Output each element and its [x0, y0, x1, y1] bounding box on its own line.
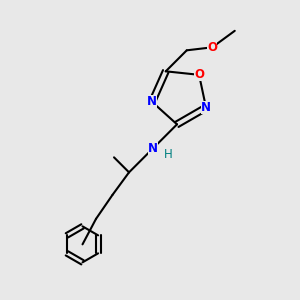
Text: H: H [164, 148, 172, 161]
Text: O: O [207, 41, 217, 54]
Text: O: O [194, 68, 204, 81]
Text: N: N [148, 142, 158, 155]
Text: N: N [147, 95, 157, 108]
Text: N: N [201, 101, 211, 114]
